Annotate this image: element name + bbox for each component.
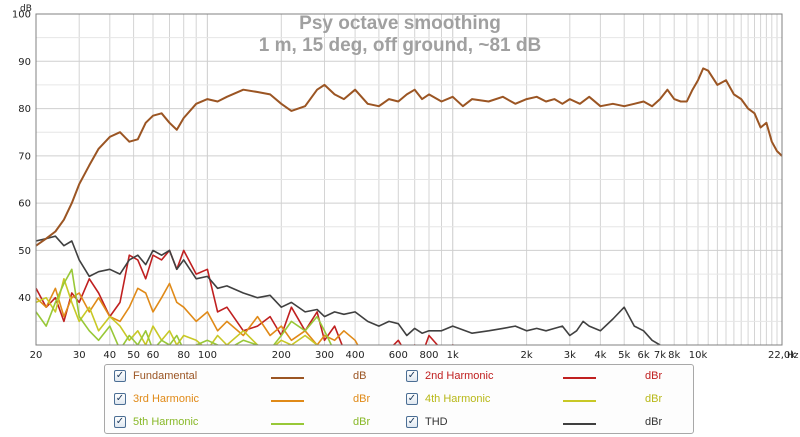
legend-swatch bbox=[271, 423, 304, 425]
y-tick-label: 90 bbox=[18, 57, 31, 68]
x-tick-label: 8k bbox=[668, 350, 680, 361]
y-tick-label: 80 bbox=[18, 104, 31, 115]
x-tick-label: 6k bbox=[638, 350, 650, 361]
legend-item-2nd-harmonic[interactable]: ✓ 2nd Harmonic dBr bbox=[397, 367, 687, 387]
legend-label: 4th Harmonic bbox=[425, 393, 491, 405]
chart-title: Psy octave smoothing bbox=[299, 13, 501, 34]
x-tick-label: 1k bbox=[447, 350, 459, 361]
grid bbox=[35, 13, 783, 346]
series-line-thd bbox=[36, 235, 661, 345]
x-tick-label: 800 bbox=[419, 350, 438, 361]
legend-item-fundamental[interactable]: ✓ Fundamental dB bbox=[105, 367, 395, 387]
legend-item-3rd-harmonic[interactable]: ✓ 3rd Harmonic dBr bbox=[105, 390, 395, 410]
x-tick-label: 50 bbox=[127, 350, 140, 361]
fundamental-checkbox[interactable]: ✓ bbox=[114, 370, 126, 382]
legend-swatch bbox=[563, 377, 596, 379]
y-tick-label: 70 bbox=[18, 151, 31, 162]
3rd-harmonic-checkbox[interactable]: ✓ bbox=[114, 393, 126, 405]
legend-label: THD bbox=[425, 416, 448, 428]
series-layer bbox=[36, 67, 782, 345]
series-line-fundamental bbox=[36, 67, 782, 247]
legend: ✓ Fundamental dB ✓ 2nd Harmonic dBr ✓ 3r… bbox=[104, 364, 694, 434]
4th-harmonic-checkbox[interactable]: ✓ bbox=[406, 393, 418, 405]
legend-swatch bbox=[563, 400, 596, 402]
x-tick-label: 600 bbox=[389, 350, 408, 361]
legend-label: Fundamental bbox=[133, 370, 198, 382]
x-tick-label: 400 bbox=[346, 350, 365, 361]
legend-unit: dBr bbox=[645, 416, 663, 428]
x-tick-label: 100 bbox=[198, 350, 217, 361]
x-tick-label: 40 bbox=[103, 350, 116, 361]
legend-item-4th-harmonic[interactable]: ✓ 4th Harmonic dBr bbox=[397, 390, 687, 410]
legend-item-5th-harmonic[interactable]: ✓ 5th Harmonic dBr bbox=[105, 413, 395, 433]
legend-item-thd[interactable]: ✓ THD dBr bbox=[397, 413, 687, 433]
frequency-response-chart: Psy octave smoothing 1 m, 15 deg, off gr… bbox=[12, 4, 799, 362]
y-tick-label: 60 bbox=[18, 199, 31, 210]
series-line-5th-harmonic bbox=[36, 268, 334, 345]
thd-checkbox[interactable]: ✓ bbox=[406, 416, 418, 428]
x-tick-label: 2k bbox=[521, 350, 533, 361]
legend-label: 5th Harmonic bbox=[133, 416, 199, 428]
legend-label: 2nd Harmonic bbox=[425, 370, 494, 382]
x-tick-label: 3k bbox=[564, 350, 576, 361]
x-tick-label: 80 bbox=[177, 350, 190, 361]
legend-unit: dB bbox=[353, 370, 367, 382]
legend-label: 3rd Harmonic bbox=[133, 393, 200, 405]
legend-swatch bbox=[563, 423, 596, 425]
y-tick-label: 40 bbox=[18, 293, 31, 304]
x-tick-label: 4k bbox=[594, 350, 606, 361]
legend-unit: dBr bbox=[353, 416, 371, 428]
legend-swatch bbox=[271, 400, 304, 402]
legend-unit: dBr bbox=[353, 393, 371, 405]
x-tick-label: 7k bbox=[654, 350, 666, 361]
legend-unit: dBr bbox=[645, 393, 663, 405]
x-tick-label: 5k bbox=[618, 350, 630, 361]
x-unit-label: Hz bbox=[787, 351, 799, 361]
x-tick-label: 300 bbox=[315, 350, 334, 361]
series-line-4th-harmonic bbox=[36, 277, 332, 345]
5th-harmonic-checkbox[interactable]: ✓ bbox=[114, 416, 126, 428]
2nd-harmonic-checkbox[interactable]: ✓ bbox=[406, 370, 418, 382]
series-line-3rd-harmonic bbox=[36, 282, 359, 345]
y-tick-label: 50 bbox=[18, 246, 31, 257]
x-tick-label: 22,0k bbox=[768, 350, 796, 361]
legend-unit: dBr bbox=[645, 370, 663, 382]
y-tick-label: 100 bbox=[12, 10, 31, 21]
x-tick-label: 30 bbox=[73, 350, 86, 361]
legend-swatch bbox=[271, 377, 304, 379]
x-tick-label: 20 bbox=[30, 350, 43, 361]
x-tick-label: 200 bbox=[272, 350, 291, 361]
chart-subtitle: 1 m, 15 deg, off ground, ~81 dB bbox=[259, 35, 541, 56]
x-tick-label: 10k bbox=[689, 350, 708, 361]
plot-frame bbox=[35, 13, 783, 346]
y-unit-label: dB bbox=[20, 4, 32, 14]
x-tick-label: 60 bbox=[147, 350, 160, 361]
tick-labels: 100 90 80 70 60 50 40 20 30 40 50 60 80 100 200 300 400 6… bbox=[12, 10, 796, 362]
